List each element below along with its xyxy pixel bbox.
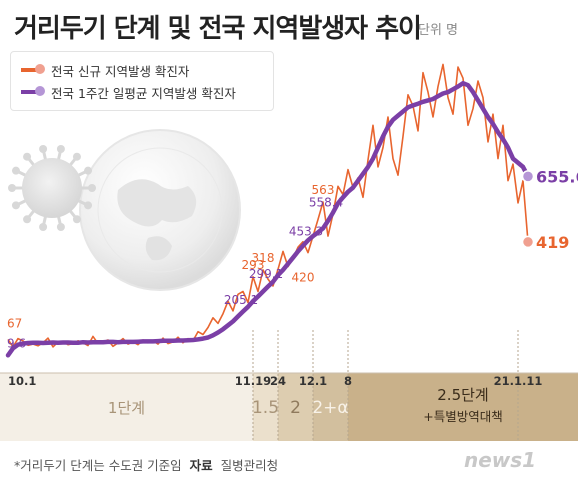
footer-source: 질병관리청 <box>220 458 279 473</box>
legend-label-weekly: 전국 1주간 일평균 지역발생 확진자 <box>51 85 236 101</box>
legend-item-weekly: 전국 1주간 일평균 지역발생 확진자 <box>21 83 236 101</box>
virus-globe-illustration <box>8 129 241 291</box>
x-tick-label: 24 <box>270 374 286 388</box>
footer-note: *거리두기 단계는 수도권 기준임 <box>14 458 182 473</box>
daily-end-dot <box>521 235 535 249</box>
phase-band <box>348 373 578 441</box>
daily-value-label: 563 <box>312 183 335 197</box>
legend-swatch-daily <box>21 64 45 74</box>
unit-label: 단위 명 <box>418 23 459 38</box>
footer: *거리두기 단계는 수도권 기준임 자료 질병관리청 <box>14 455 278 474</box>
x-tick-label: 11.19 <box>235 374 271 388</box>
legend-item-daily: 전국 신규 지역발생 확진자 <box>21 61 189 79</box>
weekly-value-label: 9.6 <box>7 336 26 350</box>
daily-value-label: 67 <box>7 316 22 330</box>
weekly-value-label: 205.1 <box>224 293 258 307</box>
legend-swatch-weekly <box>21 86 45 96</box>
weekly-value-label: 299.1 <box>249 267 283 281</box>
weekly-average-line <box>5 80 531 358</box>
phase-band <box>253 373 278 441</box>
weekly-value-label: 453.3 <box>289 224 323 238</box>
weekly-value-label: 655.6 <box>536 167 578 186</box>
x-tick-label: 10.1 <box>8 374 36 388</box>
legend: 전국 신규 지역발생 확진자 전국 1주간 일평균 지역발생 확진자 <box>10 51 274 111</box>
virus-icon <box>8 145 96 231</box>
phase-label: 1.5 <box>252 398 279 418</box>
chart-title: 거리두기 단계 및 전국 지역발생자 추이 <box>14 14 422 44</box>
phase-sublabel: +특별방역대책 <box>423 409 502 424</box>
x-tick-label: 8 <box>344 374 352 388</box>
daily-value-label: 420 <box>292 271 315 285</box>
daily-value-label: 293 <box>242 258 265 272</box>
x-tick-label: 21.1.11 <box>494 374 543 388</box>
phase-band <box>278 373 313 441</box>
phase-label: 1단계 <box>108 399 145 417</box>
x-tick-label: 12.1 <box>299 374 327 388</box>
footer-source-label: 자료 <box>189 458 213 473</box>
weekly-end-dot <box>521 170 535 183</box>
news1-logo: news1 <box>464 448 537 472</box>
weekly-value-label: 558.4 <box>309 195 343 209</box>
phase-band <box>313 373 348 441</box>
daily-cases-line <box>7 63 529 348</box>
phase-label: 2+α <box>312 398 348 418</box>
phase-label: 2.5단계 <box>437 386 488 404</box>
phase-band <box>0 373 253 441</box>
daily-value-label: 318 <box>252 251 275 265</box>
legend-label-daily: 전국 신규 지역발생 확진자 <box>51 63 190 79</box>
phase-label: 2 <box>290 398 301 418</box>
daily-value-label: 419 <box>536 233 569 252</box>
